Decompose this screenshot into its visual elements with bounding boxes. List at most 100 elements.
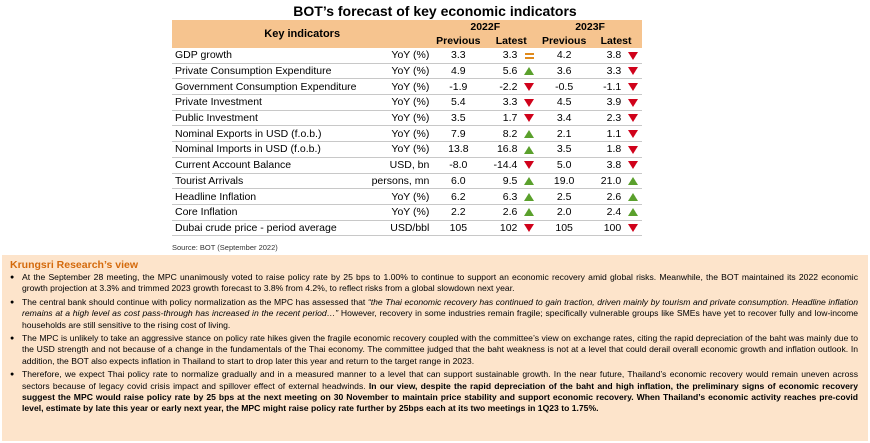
latest-2022-value: -2.2	[484, 78, 521, 96]
row-name: Government Consumption Expenditure	[172, 78, 368, 96]
table-row: Current Account Balance USD, bn -8.0 -14.4 5…	[172, 157, 642, 174]
row-name: Private Investment	[172, 94, 368, 111]
table-row: Private Consumption Expenditure YoY (%) 4.…	[172, 63, 642, 80]
row-unit: YoY (%)	[367, 204, 433, 221]
previous-2023-value: 3.5	[538, 141, 591, 158]
latest-2022-value: 1.7	[484, 110, 521, 127]
row-unit: YoY (%)	[367, 63, 433, 80]
previous-2023-value: 3.4	[538, 110, 591, 127]
bullet-4-text-a: Therefore, we expect Thai policy rate to…	[22, 369, 858, 391]
bullet-2-text-a: The central bank should continue with po…	[22, 296, 368, 307]
krungsri-view-panel: Krungsri Research’s view At the Septembe…	[2, 255, 868, 441]
row-name: Nominal Imports in USD (f.o.b.)	[172, 141, 368, 158]
row-unit: USD/bbl	[367, 220, 433, 237]
row-unit: YoY (%)	[367, 110, 433, 127]
view-bullets: At the September 28 meeting, the MPC una…	[10, 272, 858, 415]
change-2022-icon	[520, 141, 539, 158]
previous-2022-value: 13.8	[432, 141, 485, 158]
previous-2022-value: 7.9	[432, 125, 485, 143]
latest-2023-value: 21.0	[590, 173, 625, 190]
previous-2022-value: 4.9	[432, 63, 485, 80]
bullet-3-text: The MPC is unlikely to take an aggressiv…	[22, 333, 858, 366]
latest-2022-value: 16.8	[484, 141, 521, 158]
up-arrow-icon	[628, 177, 639, 186]
previous-2022-value: 5.4	[432, 94, 485, 111]
down-arrow-icon	[524, 224, 535, 233]
row-unit: USD, bn	[367, 157, 433, 174]
up-arrow-icon	[628, 208, 639, 217]
up-arrow-icon	[524, 145, 535, 154]
row-unit: YoY (%)	[367, 48, 433, 64]
change-2022-icon	[520, 220, 539, 237]
latest-2022-value: 8.2	[484, 125, 521, 143]
change-2023-icon	[624, 63, 642, 80]
change-2023-icon	[624, 48, 642, 64]
latest-2022-value: 9.5	[484, 173, 521, 190]
year-2022-header: 2022F	[432, 20, 539, 34]
bullet-1: At the September 28 meeting, the MPC una…	[10, 272, 858, 295]
latest-2022-value: -14.4	[484, 157, 521, 174]
year-2023-header: 2023F	[538, 20, 642, 34]
down-arrow-icon	[628, 51, 639, 60]
latest-2023-value: 1.1	[590, 125, 625, 143]
previous-2022-value: -8.0	[432, 157, 485, 174]
row-unit: YoY (%)	[367, 125, 433, 143]
up-arrow-icon	[524, 192, 535, 201]
row-name: Public Investment	[172, 110, 368, 127]
source-note: Source: BOT (September 2022)	[172, 243, 278, 252]
previous-2023-value: 4.2	[538, 48, 591, 64]
down-arrow-icon	[628, 145, 639, 154]
latest-2023-value: 3.8	[590, 48, 625, 64]
change-2022-icon	[520, 157, 539, 174]
latest-2022-value: 3.3	[484, 94, 521, 111]
table-row: Core Inflation YoY (%) 2.2 2.6 2.0 2.4	[172, 204, 642, 221]
view-title: Krungsri Research’s view	[10, 259, 138, 271]
table-row: Headline Inflation YoY (%) 6.2 6.3 2.5 2.6	[172, 188, 642, 205]
up-arrow-icon	[628, 192, 639, 201]
latest-2022-value: 6.3	[484, 188, 521, 205]
change-2023-icon	[624, 220, 642, 237]
previous-2023-header: Previous	[538, 34, 591, 48]
table-row: Public Investment YoY (%) 3.5 1.7 3.4 2.3	[172, 110, 642, 127]
latest-2022-header: Latest	[484, 34, 539, 48]
change-2022-icon	[520, 125, 539, 143]
down-arrow-icon	[524, 98, 535, 107]
down-arrow-icon	[628, 82, 639, 91]
change-2023-icon	[624, 188, 642, 205]
table-row: Nominal Imports in USD (f.o.b.) YoY (%) 13…	[172, 141, 642, 158]
row-unit: YoY (%)	[367, 94, 433, 111]
bullet-2: The central bank should continue with po…	[10, 296, 858, 331]
previous-2022-header: Previous	[432, 34, 485, 48]
down-arrow-icon	[524, 82, 535, 91]
previous-2023-value: 2.1	[538, 125, 591, 143]
bullet-4: Therefore, we expect Thai policy rate to…	[10, 369, 859, 415]
latest-2022-value: 3.3	[484, 48, 521, 64]
row-unit: YoY (%)	[367, 188, 433, 205]
previous-2023-value: 2.5	[538, 188, 591, 205]
row-name: Current Account Balance	[172, 157, 368, 174]
previous-2023-value: -0.5	[538, 78, 591, 96]
change-2023-icon	[624, 78, 642, 96]
previous-2022-value: 6.2	[432, 188, 485, 205]
change-2022-icon	[520, 173, 539, 190]
latest-2023-value: 100	[590, 220, 625, 237]
change-2022-icon	[520, 63, 539, 80]
row-unit: YoY (%)	[367, 141, 433, 158]
latest-2023-value: -1.1	[590, 78, 625, 96]
down-arrow-icon	[628, 130, 639, 138]
previous-2023-value: 2.0	[538, 204, 591, 221]
latest-2023-value: 2.6	[590, 188, 625, 205]
change-2022-icon	[520, 204, 539, 221]
previous-2022-value: 2.2	[432, 204, 485, 221]
change-2023-icon	[624, 94, 642, 111]
down-arrow-icon	[524, 114, 535, 123]
bullet-4-bold: In our view, despite the rapid depreciat…	[22, 380, 859, 414]
table-row: GDP growth YoY (%) 3.3 3.3 4.2 3.8	[172, 48, 642, 64]
previous-2023-value: 4.5	[538, 94, 591, 111]
page-title: BOT’s forecast of key economic indicator…	[293, 3, 577, 19]
row-unit: persons, mn	[367, 173, 433, 190]
change-2022-icon	[520, 94, 539, 111]
previous-2022-value: 3.5	[432, 110, 485, 127]
up-arrow-icon	[524, 177, 535, 186]
change-2022-icon	[520, 188, 539, 205]
